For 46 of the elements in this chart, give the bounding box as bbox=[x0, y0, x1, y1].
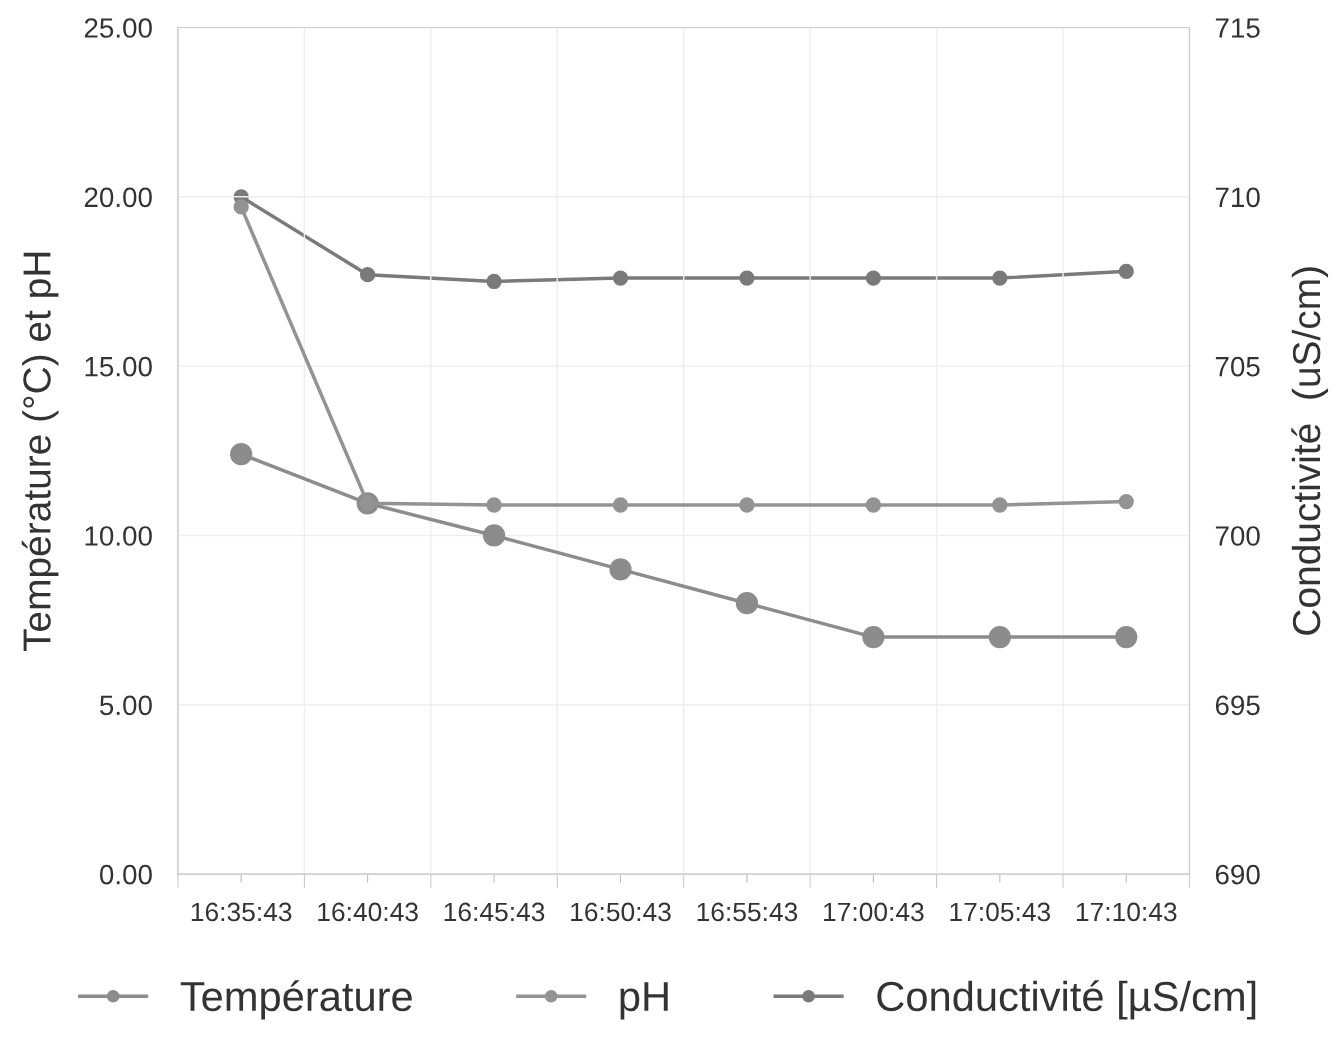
x-tick-label: 16:35:43 bbox=[191, 902, 292, 922]
x-tick-label: 16:50:43 bbox=[571, 902, 671, 922]
y2-tick-label: 715 bbox=[1215, 18, 1260, 38]
y2-tick-label: 710 bbox=[1215, 187, 1260, 208]
legend-label: Conductivité [µS/cm] bbox=[877, 980, 1256, 1020]
y2-tick-label: 700 bbox=[1215, 526, 1260, 546]
x-tick-label: 17:10:43 bbox=[1076, 902, 1177, 922]
point bbox=[862, 625, 885, 649]
y2-tick-label: 695 bbox=[1215, 695, 1260, 716]
x-tick-label: 16:40:43 bbox=[318, 902, 418, 922]
point bbox=[988, 625, 1011, 649]
y2-axis-title: Conductivité (uS/cm) bbox=[1291, 267, 1329, 635]
point bbox=[230, 443, 253, 466]
point bbox=[612, 270, 629, 286]
point bbox=[482, 524, 506, 547]
y2-tick-label: 705 bbox=[1215, 356, 1260, 377]
x-tick-label: 17:05:43 bbox=[950, 902, 1051, 922]
point bbox=[1118, 263, 1134, 279]
y-tick-label: 20.00 bbox=[84, 187, 152, 208]
point bbox=[486, 273, 502, 290]
y-tick-label: 0.00 bbox=[99, 864, 152, 885]
y-axis-title: Température (°C) et pH bbox=[21, 252, 59, 652]
legend-label: Température bbox=[180, 980, 412, 1020]
point bbox=[359, 267, 376, 283]
point bbox=[612, 497, 629, 513]
point bbox=[1118, 493, 1134, 510]
point bbox=[992, 270, 1008, 286]
point bbox=[992, 497, 1008, 513]
point bbox=[865, 497, 882, 513]
point bbox=[1115, 625, 1138, 649]
y-tick-label: 10.00 bbox=[85, 526, 152, 546]
point bbox=[739, 497, 755, 513]
point bbox=[865, 270, 882, 286]
x-tick-label: 16:45:43 bbox=[444, 902, 545, 922]
x-tick-label: 17:00:43 bbox=[824, 902, 924, 922]
y-tick-label: 15.00 bbox=[85, 356, 152, 377]
y2-tick-label: 690 bbox=[1215, 864, 1260, 885]
legend-label: pH bbox=[620, 982, 668, 1020]
point bbox=[609, 558, 632, 581]
point bbox=[735, 592, 759, 615]
point bbox=[233, 199, 249, 215]
point bbox=[486, 497, 502, 513]
y-tick-label: 5.00 bbox=[100, 695, 152, 716]
y-tick-label: 25.00 bbox=[84, 18, 152, 38]
x-tick-label: 16:55:43 bbox=[697, 902, 798, 922]
point bbox=[739, 270, 755, 286]
